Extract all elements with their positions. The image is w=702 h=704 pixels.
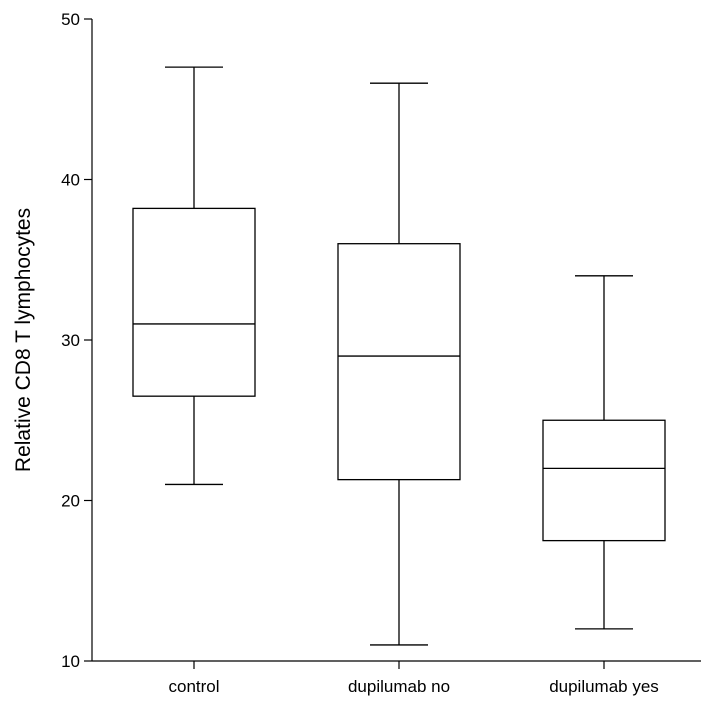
y-tick-label: 40 xyxy=(61,171,80,190)
x-axis: control dupilumab no dupilumab yes xyxy=(92,660,701,696)
x-tick-label: dupilumab yes xyxy=(549,677,659,696)
x-tick-label: dupilumab no xyxy=(348,677,450,696)
y-tick-label: 50 xyxy=(61,10,80,29)
y-tick-label: 10 xyxy=(61,652,80,671)
y-tick-label: 20 xyxy=(61,492,80,511)
x-tick-label: control xyxy=(168,677,219,696)
box-dupilumab-yes xyxy=(542,275,666,630)
y-axis: 10 20 30 40 50 xyxy=(61,10,93,671)
iqr-box xyxy=(337,243,461,481)
boxes xyxy=(132,66,666,646)
box-dupilumab-no xyxy=(337,82,461,646)
y-tick-label: 30 xyxy=(61,331,80,350)
y-axis-label: Relative CD8 T lymphocytes xyxy=(12,208,35,472)
box-control xyxy=(132,66,256,486)
iqr-box xyxy=(132,207,256,397)
iqr-box xyxy=(542,419,666,542)
